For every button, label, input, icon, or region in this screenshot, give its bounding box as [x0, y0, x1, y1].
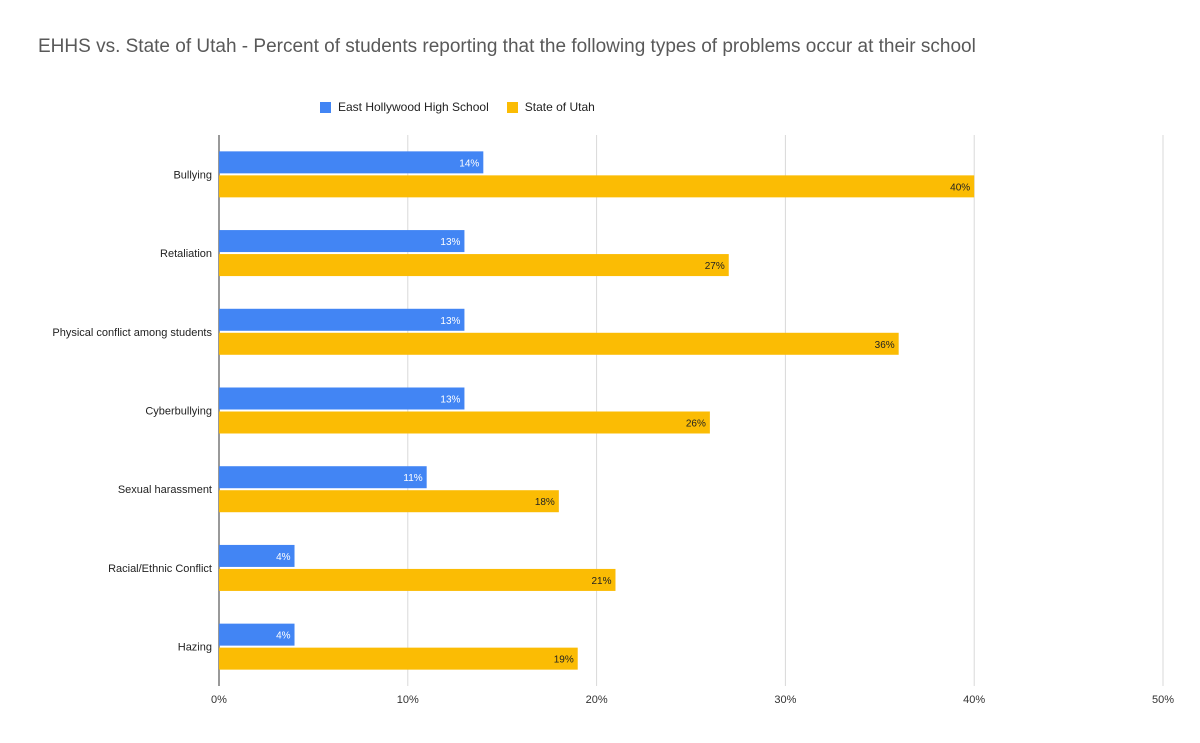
category-label-hazing: Hazing	[178, 642, 212, 654]
bar-ehhs-cyberbullying	[219, 387, 465, 410]
bar-ehhs-sexual-harassment	[219, 466, 427, 489]
data-label-utah-racial-ethnic-conflict: 21%	[591, 576, 611, 587]
bar-ehhs-retaliation	[219, 230, 465, 253]
data-label-ehhs-retaliation: 13%	[440, 237, 460, 248]
x-tick-label-10: 10%	[397, 694, 419, 706]
chart-title: EHHS vs. State of Utah - Percent of stud…	[38, 36, 976, 57]
data-label-ehhs-cyberbullying: 13%	[440, 395, 460, 406]
category-label-physical-conflict-among-students: Physical conflict among students	[52, 327, 212, 339]
legend-item-utah: State of Utah	[506, 100, 595, 114]
bar-ehhs-racial-ethnic-conflict	[219, 544, 295, 567]
data-label-ehhs-physical-conflict-among-students: 13%	[440, 316, 460, 327]
bar-ehhs-physical-conflict-among-students	[219, 308, 465, 331]
data-label-ehhs-bullying: 14%	[459, 158, 479, 169]
legend-item-ehhs: East Hollywood High School	[320, 100, 489, 114]
category-label-racial-ethnic-conflict: Racial/Ethnic Conflict	[108, 563, 212, 575]
bar-utah-retaliation	[219, 254, 729, 277]
data-label-ehhs-sexual-harassment: 11%	[403, 473, 422, 484]
data-label-ehhs-racial-ethnic-conflict: 4%	[276, 552, 291, 563]
category-label-bullying: Bullying	[173, 169, 212, 181]
data-label-ehhs-hazing: 4%	[276, 631, 291, 642]
legend-swatch-utah	[506, 101, 518, 113]
data-label-utah-sexual-harassment: 18%	[535, 497, 555, 508]
category-label-retaliation: Retaliation	[160, 248, 212, 260]
bar-utah-racial-ethnic-conflict	[219, 568, 616, 591]
data-label-utah-cyberbullying: 26%	[686, 419, 706, 430]
legend-label-ehhs: East Hollywood High School	[338, 100, 489, 114]
bar-utah-hazing	[219, 647, 578, 670]
bar-utah-physical-conflict-among-students	[219, 332, 899, 355]
x-tick-label-40: 40%	[963, 694, 985, 706]
x-tick-label-20: 20%	[586, 694, 608, 706]
bar-utah-cyberbullying	[219, 411, 710, 434]
x-tick-label-30: 30%	[774, 694, 796, 706]
category-label-sexual-harassment: Sexual harassment	[118, 484, 212, 496]
data-label-utah-hazing: 19%	[554, 655, 574, 666]
bar-utah-bullying	[219, 175, 975, 198]
data-label-utah-physical-conflict-among-students: 36%	[875, 340, 895, 351]
x-tick-label-0: 0%	[211, 694, 227, 706]
category-label-cyberbullying: Cyberbullying	[145, 406, 212, 418]
legend-swatch-ehhs	[320, 101, 331, 113]
x-tick-label-50: 50%	[1152, 694, 1174, 706]
legend-label-utah: State of Utah	[524, 100, 595, 114]
data-label-utah-retaliation: 27%	[705, 261, 725, 272]
bar-ehhs-bullying	[219, 151, 484, 174]
bar-utah-sexual-harassment	[219, 490, 559, 513]
legend: East Hollywood High School State of Utah	[320, 100, 613, 114]
data-label-utah-bullying: 40%	[950, 182, 970, 193]
bar-ehhs-hazing	[219, 623, 295, 646]
